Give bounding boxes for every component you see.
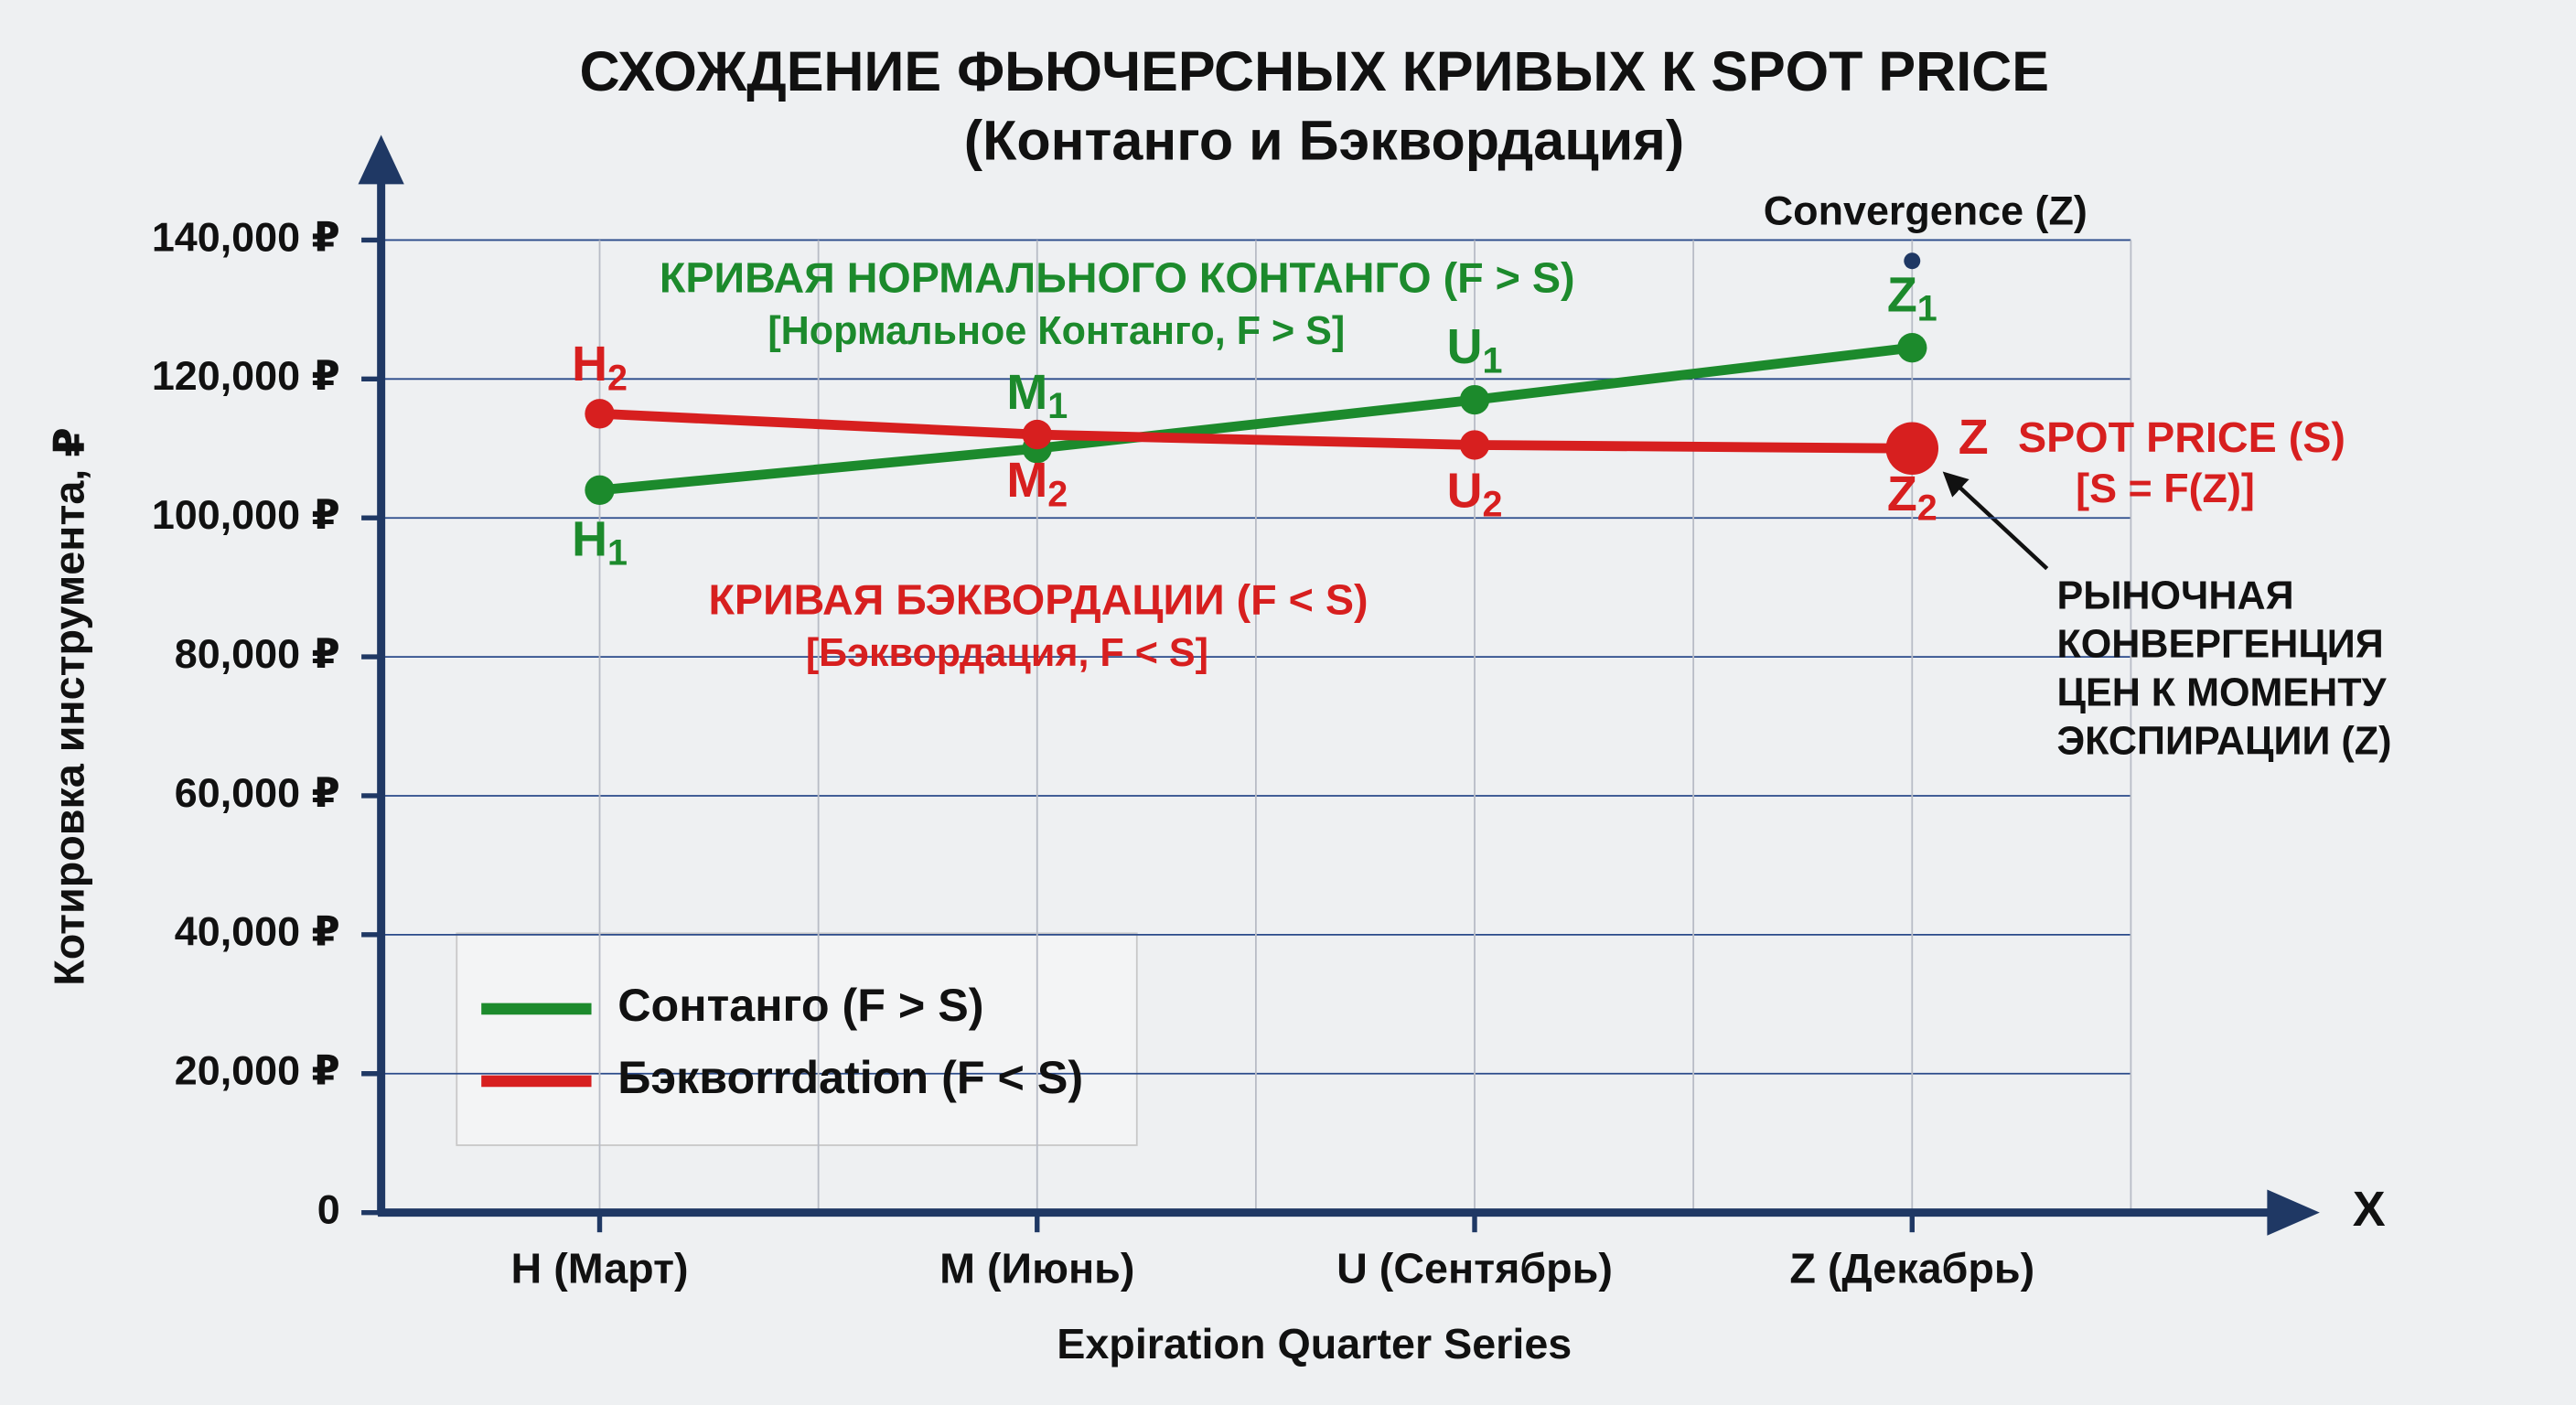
spot-price-point (1885, 422, 1939, 476)
point-label-text: Z (1887, 268, 1917, 323)
x-tick-label: H (Март) (511, 1245, 689, 1292)
y-axis-label: Котировка инструмента, ₽ (45, 427, 92, 985)
chart-title: СХОЖДЕНИЕ ФЬЮЧЕРСНЫХ КРИВЫХ К SPOT PRICE (579, 40, 2049, 102)
curve-sublabel: [Бэквордация, F < S] (806, 631, 1208, 675)
data-point (1459, 384, 1490, 415)
x-axis-arrow (2267, 1189, 2320, 1236)
point-label-text: U (1447, 464, 1483, 519)
spot-price-title: SPOT PRICE (S) (2018, 413, 2345, 461)
annotation-text: КОНВЕРГЕНЦИЯ (2056, 622, 2383, 666)
curve-label: КРИВАЯ НОРМАЛЬНОГО КОНТАНГО (F > S) (660, 254, 1575, 302)
point-label-sub: 2 (1047, 475, 1068, 515)
data-point (1022, 419, 1052, 450)
point-label: H1 (572, 512, 628, 574)
point-label-sub: 2 (1482, 485, 1502, 525)
convergence-point (1904, 252, 1921, 270)
point-label: U1 (1447, 319, 1503, 381)
point-label: U2 (1447, 464, 1503, 526)
point-label: Z2 (1887, 467, 1937, 529)
annotation-text: РЫНОЧНАЯ (2056, 574, 2293, 617)
series-line (598, 342, 1913, 496)
annotation-arrow (1942, 471, 2049, 571)
annotation-text: ЭКСПИРАЦИИ (Z) (2056, 719, 2391, 763)
spot-price-formula: [S = F(Z)] (2076, 465, 2255, 511)
point-label-sub: 1 (1482, 341, 1502, 381)
x-tick-label: U (Сентябрь) (1336, 1245, 1613, 1292)
x-tick-label: Z (Декабрь) (1789, 1245, 2034, 1292)
annotation-text: ЦЕН К МОМЕНТУ (2056, 670, 2387, 714)
series-line (599, 408, 1913, 454)
convergence-label: Convergence (Z) (1764, 188, 2088, 234)
point-label-sub: 2 (607, 359, 628, 399)
point-label: H2 (572, 337, 628, 399)
point-label-sub: 1 (1917, 289, 1937, 329)
curve-sublabel: [Нормальное Контанго, F > S] (767, 309, 1345, 353)
point-label: M1 (1006, 365, 1068, 427)
y-tick-label: 120,000 ₽ (152, 352, 340, 399)
point-label-text: M (1006, 365, 1047, 420)
data-point (1459, 430, 1490, 460)
x-axis-end-label: X (2353, 1182, 2386, 1237)
point-label-text: Z (1887, 467, 1917, 521)
y-tick-label: 140,000 ₽ (152, 213, 340, 260)
point-label-sub: 1 (1047, 387, 1068, 427)
y-tick-label: 0 (317, 1185, 340, 1232)
y-tick-label: 100,000 ₽ (152, 491, 340, 538)
point-label-sub: 2 (1917, 488, 1937, 529)
curve-label: КРИВАЯ БЭКВОРДАЦИИ (F < S) (708, 576, 1368, 624)
chart-subtitle: (Контанго и Бэквордация) (964, 109, 1684, 171)
data-point (585, 475, 615, 506)
legend-box (456, 932, 1138, 1146)
legend-label: Сонтанго (F > S) (617, 979, 983, 1031)
y-tick-label: 20,000 ₽ (175, 1047, 340, 1094)
point-label-sub: 1 (607, 533, 628, 574)
point-label-text: U (1447, 319, 1483, 374)
point-label: Z1 (1887, 268, 1937, 330)
point-label-text: H (572, 512, 607, 567)
y-tick-label: 40,000 ₽ (175, 908, 340, 955)
x-tick-label: M (Июнь) (939, 1245, 1134, 1292)
data-point (1897, 332, 1927, 363)
y-tick-label: 80,000 ₽ (175, 630, 340, 677)
point-label: M2 (1006, 453, 1068, 515)
legend-label: Бэквоrrdation (F < S) (617, 1051, 1083, 1103)
spot-price-label: Z (1959, 410, 1989, 465)
point-label-text: M (1006, 453, 1047, 508)
y-tick-label: 60,000 ₽ (175, 769, 340, 816)
point-label-text: H (572, 337, 607, 391)
x-axis-label: Expiration Quarter Series (1057, 1320, 1572, 1367)
data-point (585, 399, 615, 429)
y-axis-arrow (358, 134, 404, 185)
